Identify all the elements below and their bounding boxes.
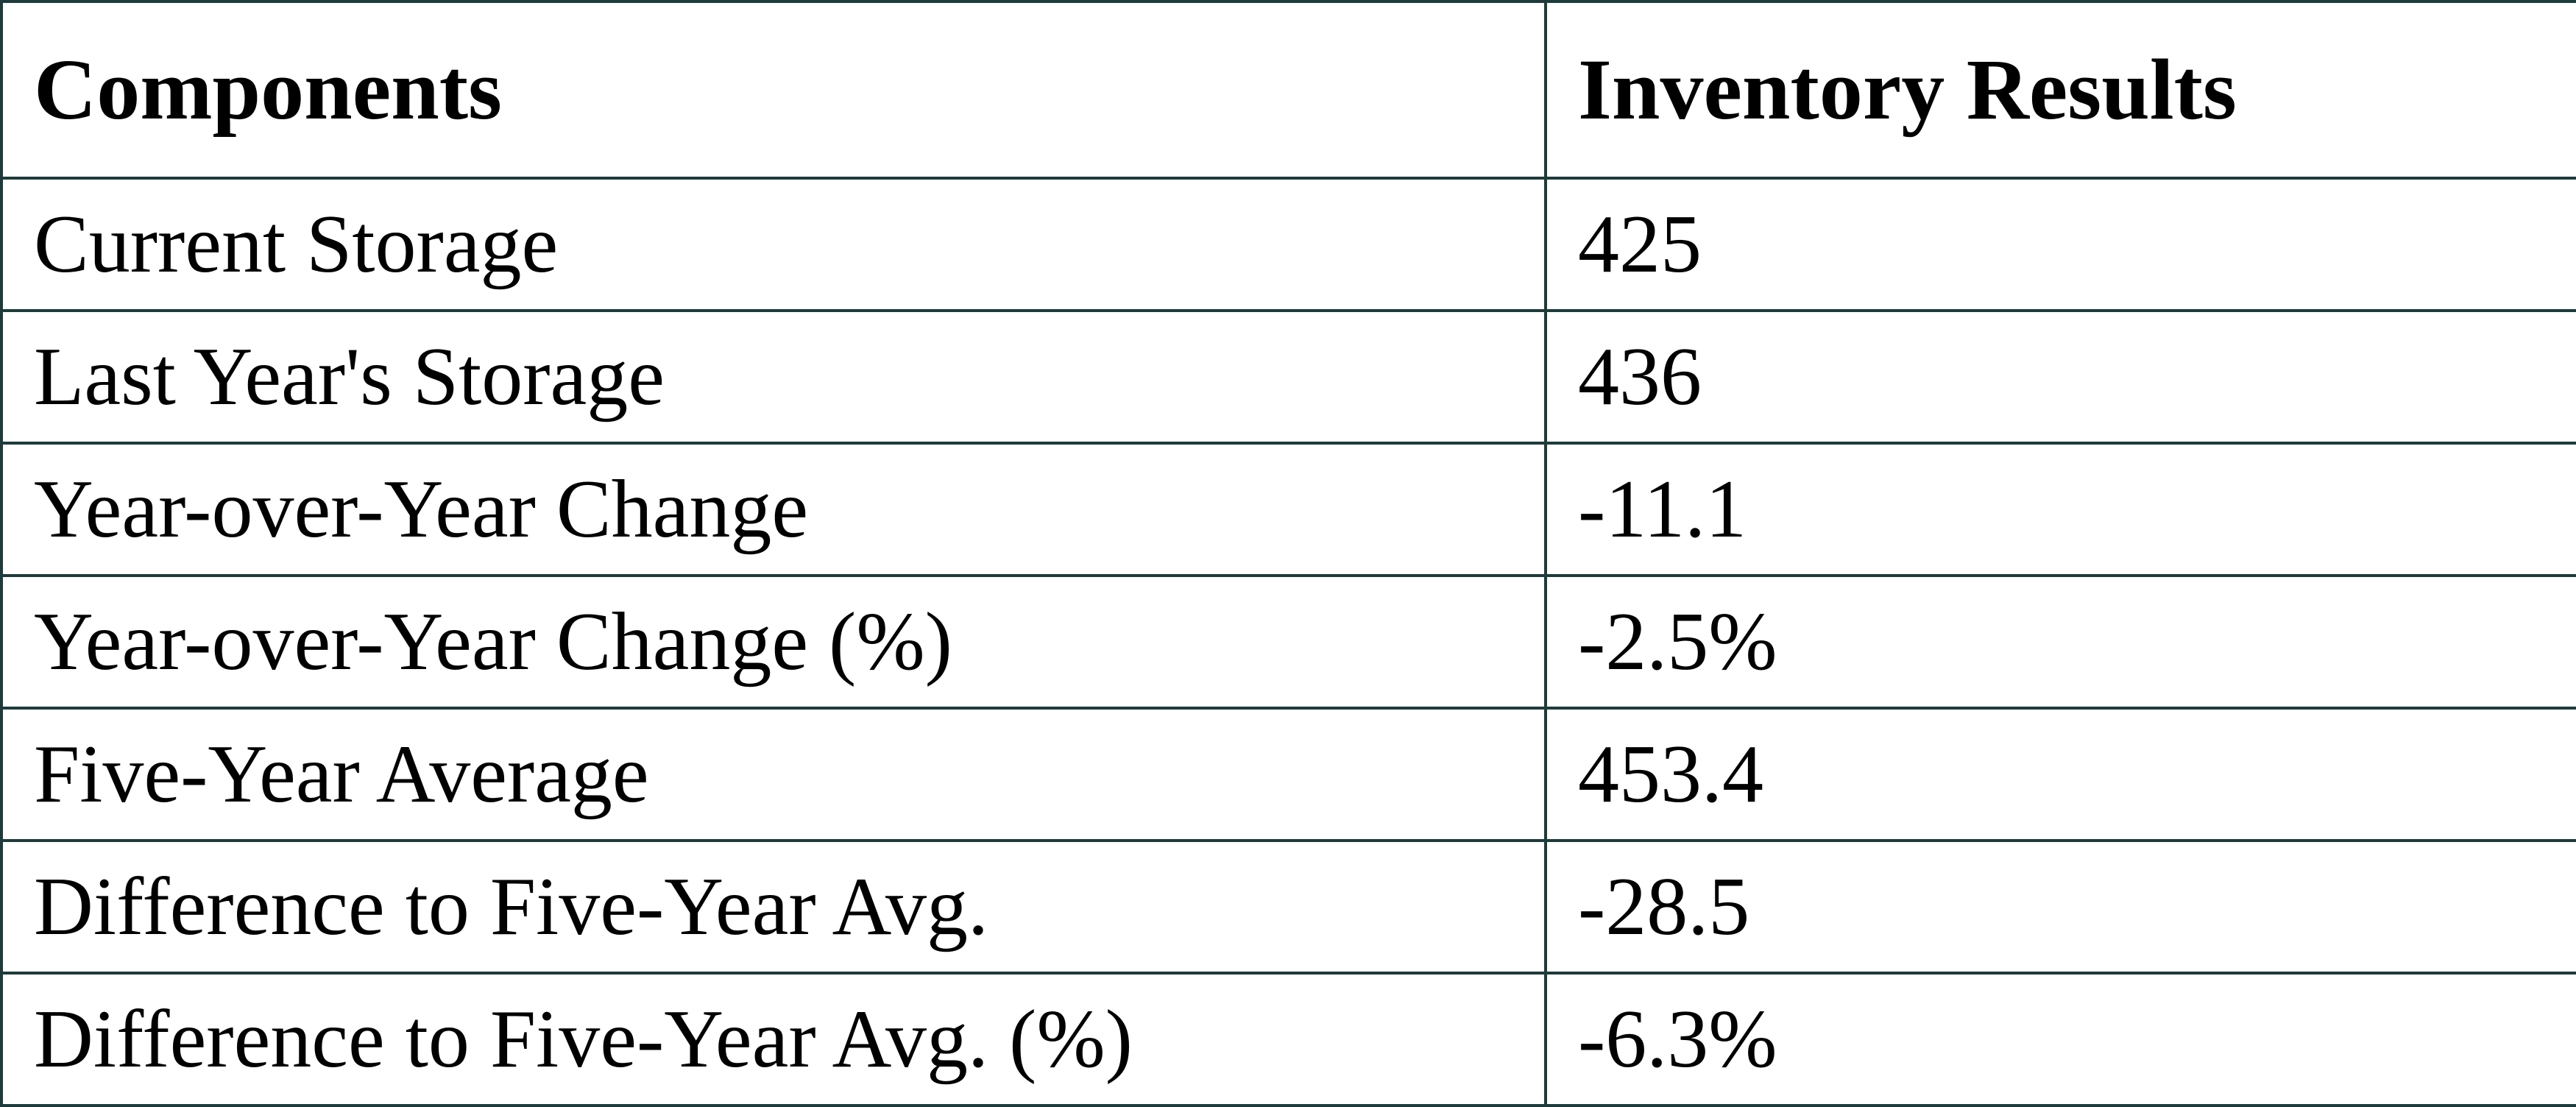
header-cell: Components xyxy=(0,0,1547,180)
table-row: Last Year's Storage 436 xyxy=(0,309,2576,445)
component-cell: Difference to Five-Year Avg. (%) xyxy=(0,972,1547,1107)
table-row: Difference to Five-Year Avg. -28.5 xyxy=(0,839,2576,975)
result-cell: -28.5 xyxy=(1544,839,2576,975)
table-row: Difference to Five-Year Avg. (%) -6.3% xyxy=(0,972,2576,1107)
result-cell: -2.5% xyxy=(1544,574,2576,710)
table-header: Components Inventory Results xyxy=(0,0,2576,180)
component-cell: Current Storage xyxy=(0,177,1547,312)
result-cell: -11.1 xyxy=(1544,442,2576,577)
header-cell: Inventory Results xyxy=(1544,0,2576,180)
result-cell: -6.3% xyxy=(1544,972,2576,1107)
table-row: Five-Year Average 453.4 xyxy=(0,707,2576,842)
result-cell: 453.4 xyxy=(1544,707,2576,842)
result-cell: 436 xyxy=(1544,309,2576,445)
component-cell: Difference to Five-Year Avg. xyxy=(0,839,1547,975)
component-cell: Five-Year Average xyxy=(0,707,1547,842)
table-row: Current Storage 425 xyxy=(0,177,2576,312)
table-row: Year-over-Year Change (%) -2.5% xyxy=(0,574,2576,710)
result-cell: 425 xyxy=(1544,177,2576,312)
table-row: Year-over-Year Change -11.1 xyxy=(0,442,2576,577)
component-cell: Year-over-Year Change xyxy=(0,442,1547,577)
header-row: Components Inventory Results xyxy=(0,0,2576,180)
component-cell: Year-over-Year Change (%) xyxy=(0,574,1547,710)
component-cell: Last Year's Storage xyxy=(0,309,1547,445)
table-body: Current Storage 425 Last Year's Storage 436… xyxy=(0,177,2576,1107)
